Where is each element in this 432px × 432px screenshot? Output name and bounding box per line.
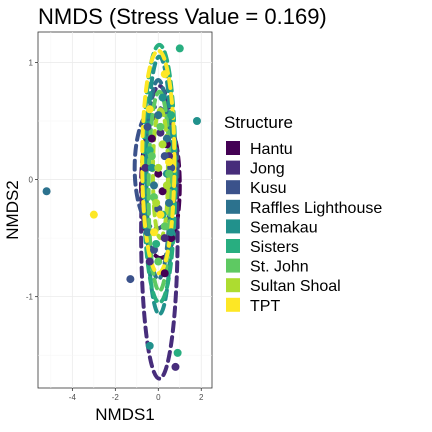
point-sisters [152,239,161,248]
point-jong [160,234,169,243]
legend: Hantu Jong Kusu Raffles Lighthouse Semakau Si… [226,141,382,315]
legend-label: TPT [250,298,280,315]
point-semakau [158,93,167,102]
point-tpt [150,228,158,237]
y-axis-label: NMDS2 [3,180,22,240]
legend-label: Sultan Shoal [250,278,341,295]
point-hantu [147,134,156,143]
point-semakau [167,228,176,237]
legend-key-raffles-lighthouse [226,199,240,214]
point-st-john [154,257,163,266]
point-hantu [158,187,167,196]
point-raffles-lighthouse [143,228,152,237]
legend-key-kusu [226,180,240,195]
point-tpt [165,157,174,166]
chart-title: NMDS (Stress Value = 0.169) [38,4,327,29]
point-st-john [147,152,156,161]
legend-label: St. John [250,259,309,276]
point-sultan-shoal [154,163,163,172]
point-kusu [126,275,135,284]
point-hantu [160,269,169,278]
x-axis-label: NMDS1 [95,405,155,424]
point-st-john [165,169,174,178]
plot-panel [37,31,213,389]
point-raffles-lighthouse [42,187,51,196]
legend-label: Raffles Lighthouse [250,200,382,217]
point-kusu [143,122,152,131]
legend-title: Structure [224,113,293,132]
legend-key-sisters [226,239,240,253]
legend-label: Semakau [250,219,318,236]
point-sultan-shoal [162,181,171,190]
point-jong [145,257,154,266]
point-sisters [175,44,184,53]
ellipse-tpt [140,48,177,276]
point-hantu [154,169,163,178]
point-raffles-lighthouse [162,134,171,143]
point-st-john [156,122,165,131]
point-sultan-shoal [152,198,161,207]
point-semakau [147,163,156,172]
x-tick-label: -2 [112,393,120,402]
point-jong [171,362,180,371]
point-semakau [145,341,154,350]
x-tick-label: -4 [69,393,77,402]
legend-label: Kusu [250,180,286,197]
point-jong [141,163,150,172]
legend-key-tpt [226,297,240,312]
y-tick-label: 1 [29,58,34,67]
points-layer [42,44,201,371]
point-tpt [145,105,154,114]
legend-key-jong [226,160,240,175]
point-sultan-shoal [158,140,167,149]
legend-label: Jong [250,161,285,178]
point-semakau [192,117,201,125]
y-tick-label: -1 [26,293,34,302]
x-tick-label: 0 [156,393,161,402]
point-hantu [167,234,176,243]
ellipse-jong [139,83,180,381]
point-raffles-lighthouse [154,111,163,120]
point-tpt [160,70,169,79]
legend-label: Hantu [250,141,293,158]
y-tick-label: 0 [29,176,34,185]
x-tick-label: 2 [199,393,204,402]
legend-label: Sisters [250,239,299,256]
point-jong [156,128,165,137]
point-sisters [167,111,176,120]
legend-key-st-john [226,258,240,273]
point-kusu [160,152,169,161]
ellipse-st-john [146,89,173,293]
legend-key-hantu [226,141,240,155]
point-tpt [156,210,165,219]
ellipses-layer [132,42,182,381]
point-sisters [173,348,182,357]
axis-ticks: -4 -2 0 2 -1 0 1 [26,58,204,402]
legend-key-semakau [226,219,240,234]
point-raffles-lighthouse [165,198,174,207]
point-raffles-lighthouse [150,181,158,190]
legend-key-sultan-shoal [226,278,240,293]
point-tpt [89,210,98,219]
point-st-john [160,222,169,231]
